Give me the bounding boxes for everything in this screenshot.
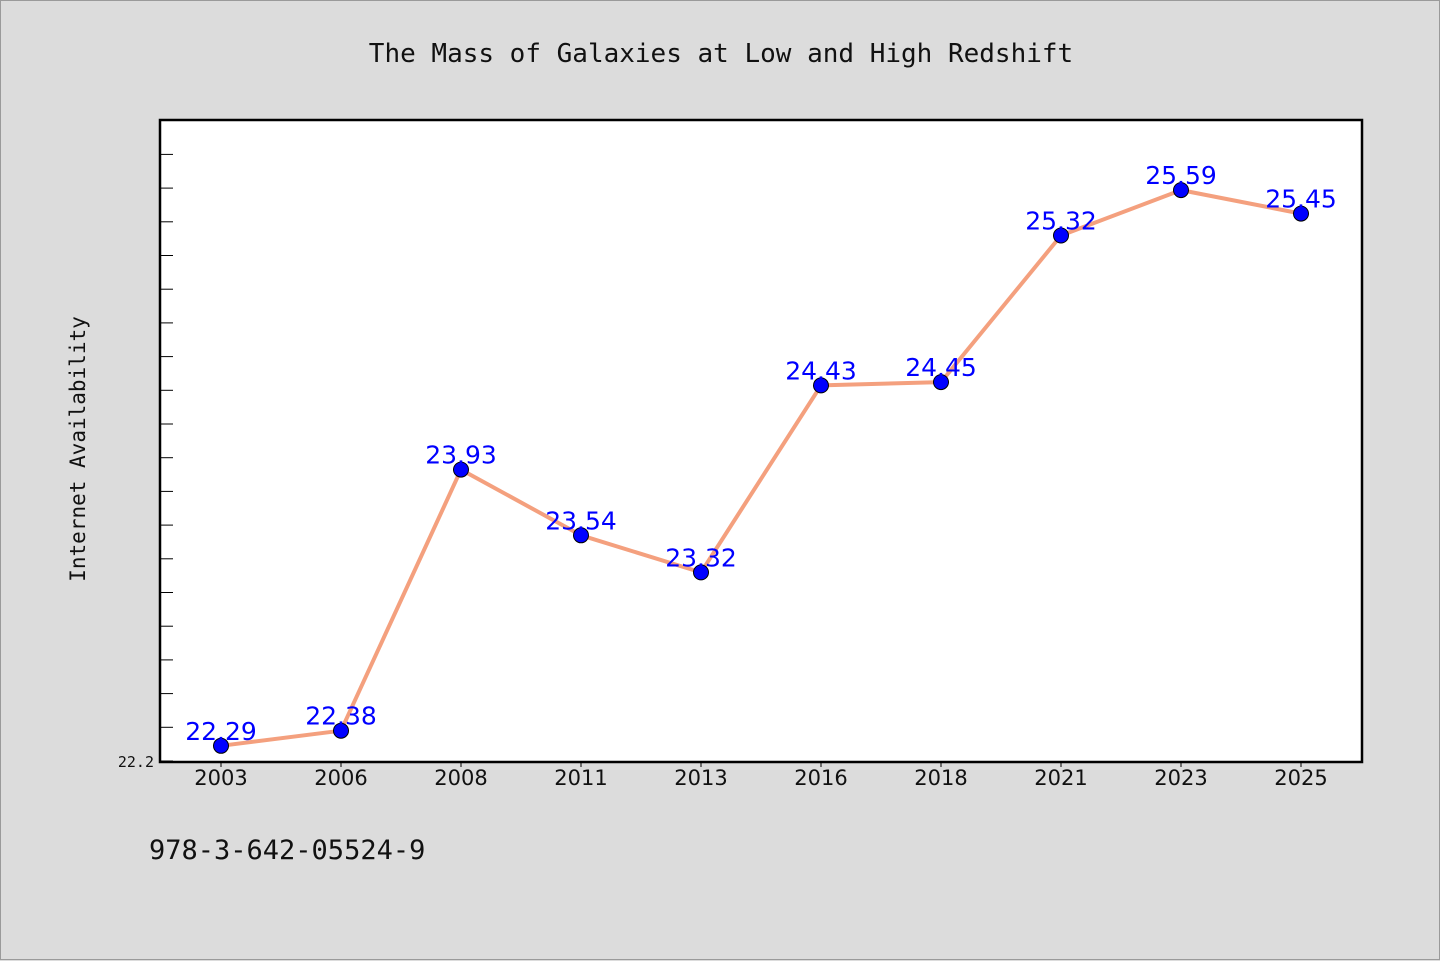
data-label: 25.32 xyxy=(1025,207,1097,236)
x-tick-label: 2013 xyxy=(674,766,727,790)
isbn-footnote: 978-3-642-05524-9 xyxy=(149,835,426,866)
data-labels-layer: 22.29 22.38 23.93 23.54 23.32 24.43 24.45 25.32… xyxy=(185,161,1337,746)
plot-area xyxy=(158,118,1364,764)
data-label: 23.54 xyxy=(545,506,617,535)
x-tick-label: 2006 xyxy=(314,766,367,790)
data-label: 25.45 xyxy=(1265,185,1337,214)
data-point xyxy=(933,374,949,391)
x-tick-label: 2025 xyxy=(1274,766,1327,790)
data-point xyxy=(213,737,229,754)
x-tick-label: 2003 xyxy=(194,766,247,790)
x-tick-label: 2008 xyxy=(434,766,487,790)
series-line xyxy=(219,188,1303,748)
x-tick-label: 2011 xyxy=(554,766,607,790)
x-tick-label: 2023 xyxy=(1154,766,1207,790)
data-point xyxy=(693,564,709,581)
data-label: 22.38 xyxy=(305,702,377,731)
data-label: 22.29 xyxy=(185,717,257,746)
x-tick-label: 2021 xyxy=(1034,766,1087,790)
data-point xyxy=(1173,182,1189,199)
data-point xyxy=(1293,205,1309,222)
y-tick-label: 22.2 xyxy=(118,753,154,771)
data-point xyxy=(453,461,469,478)
data-label: 24.45 xyxy=(905,353,977,382)
data-point xyxy=(813,377,829,394)
data-point xyxy=(573,527,589,544)
data-label: 25.59 xyxy=(1145,161,1217,190)
y-axis-label: Internet Availability xyxy=(66,316,90,582)
x-tick-label: 2018 xyxy=(914,766,967,790)
y-axis-ticks: 22.2 xyxy=(118,153,173,771)
x-axis-ticks: 2003 2006 2008 2011 2013 2016 2018 2021 2023 2025 xyxy=(194,761,1328,790)
x-tick-label: 2016 xyxy=(794,766,847,790)
data-point xyxy=(1053,227,1069,244)
data-label: 23.93 xyxy=(425,441,497,470)
data-label: 23.32 xyxy=(665,543,737,572)
data-point xyxy=(333,722,349,739)
data-label: 24.43 xyxy=(785,356,857,385)
series-layer xyxy=(213,182,1309,754)
chart-title: The Mass of Galaxies at Low and High Red… xyxy=(369,39,1073,69)
